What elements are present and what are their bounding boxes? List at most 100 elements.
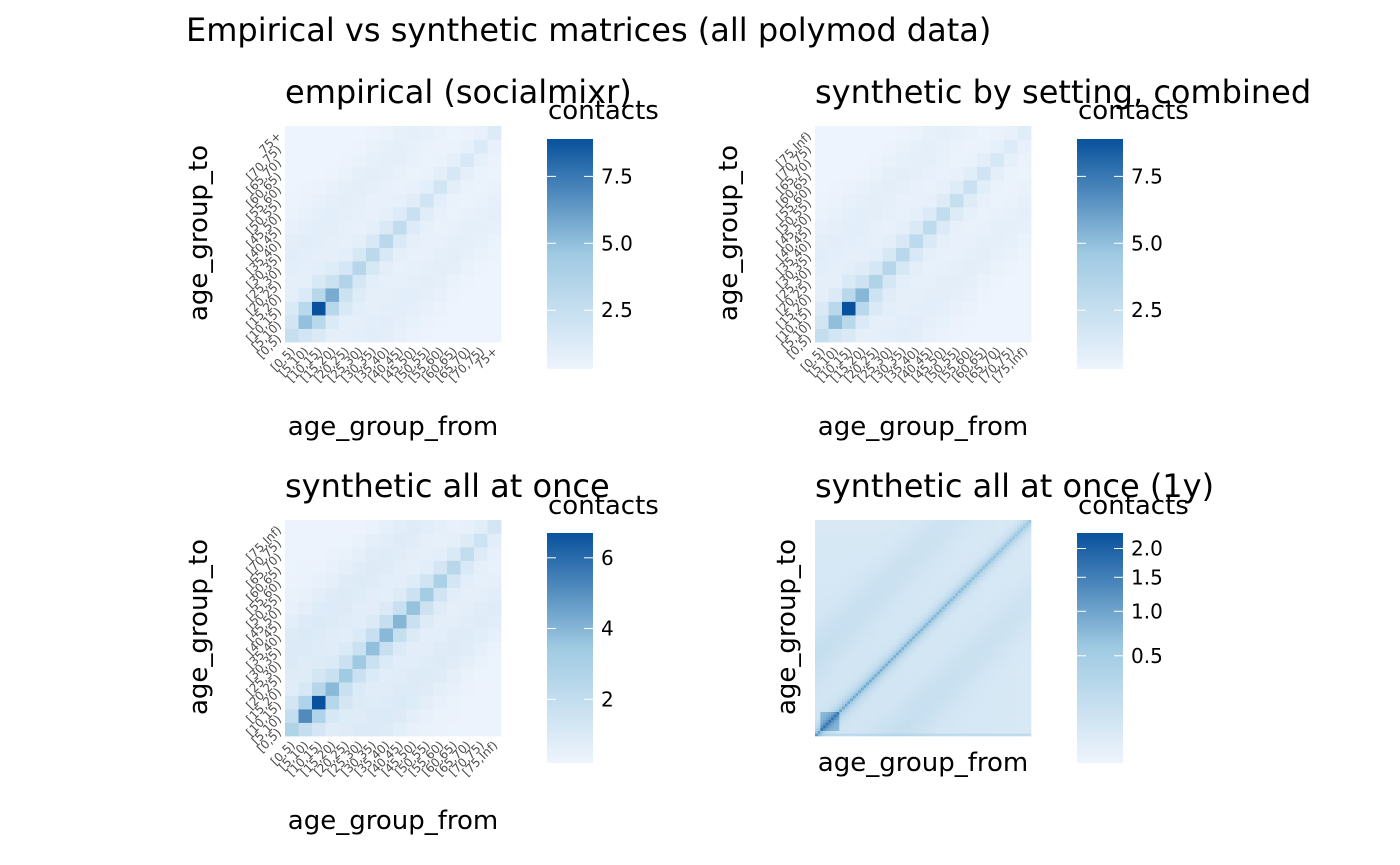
heatmap-cell <box>460 220 475 235</box>
heatmap-cell <box>825 657 829 661</box>
heatmap-cell <box>815 671 818 675</box>
heatmap-cell <box>877 719 881 723</box>
heatmap-cell <box>863 722 867 726</box>
heatmap-cell <box>866 549 870 553</box>
heatmap-cell <box>939 719 943 723</box>
heatmap-cell <box>842 563 845 567</box>
heatmap-cell <box>847 625 851 629</box>
heatmap-cell <box>890 655 894 658</box>
heatmap-cell <box>820 727 824 731</box>
heatmap-cell <box>860 687 864 691</box>
heatmap-cell <box>433 533 448 548</box>
heatmap-cell <box>904 684 908 688</box>
heatmap-cell <box>933 717 937 721</box>
heatmap-cell <box>882 126 897 140</box>
heatmap-cell <box>842 719 845 723</box>
heatmap-cell <box>925 603 929 607</box>
heatmap-cell <box>896 153 910 167</box>
heatmap-cell <box>863 676 867 680</box>
heatmap-cell <box>906 663 910 667</box>
heatmap-cell <box>847 552 851 556</box>
heatmap-cell <box>917 622 921 626</box>
heatmap-cell <box>923 714 926 718</box>
heatmap-cell <box>931 733 935 737</box>
heatmap-cell <box>933 641 937 645</box>
heatmap-cell <box>847 709 851 712</box>
heatmap-cell <box>339 614 353 629</box>
heatmap-cell <box>817 611 821 615</box>
heatmap-cell <box>1017 247 1032 262</box>
heatmap-cell <box>917 520 921 523</box>
heatmap-cell <box>298 166 313 181</box>
heatmap-cell <box>815 679 818 683</box>
heatmap-cell <box>882 538 886 542</box>
heatmap-cell <box>931 555 935 559</box>
heatmap-cell <box>882 636 886 640</box>
heatmap-cell <box>904 692 908 696</box>
heatmap-cell <box>920 706 924 710</box>
heatmap-cell <box>487 207 502 221</box>
heatmap-cell <box>879 603 883 607</box>
heatmap-cell <box>882 695 886 699</box>
heatmap-cell <box>850 714 854 718</box>
heatmap-cell <box>869 522 872 526</box>
heatmap-cell <box>901 709 905 712</box>
heatmap-cell <box>847 727 851 731</box>
heatmap-cell <box>920 717 924 721</box>
heatmap-cell <box>890 619 894 623</box>
heatmap-cell <box>917 565 921 569</box>
heatmap-cell <box>877 544 881 548</box>
heatmap-cell <box>931 690 935 694</box>
heatmap-cell <box>836 644 840 648</box>
heatmap-cell <box>863 625 867 629</box>
heatmap-cell <box>850 709 854 712</box>
heatmap-cell <box>858 541 862 545</box>
heatmap-cell <box>917 614 921 618</box>
heatmap-cell <box>941 684 945 688</box>
heatmap-cell <box>820 719 824 723</box>
heatmap-cell <box>858 601 862 604</box>
heatmap-cell <box>917 698 921 702</box>
heatmap-cell <box>898 590 902 594</box>
heatmap-cell <box>931 549 935 553</box>
heatmap-cell <box>879 584 883 588</box>
heatmap-cell <box>833 628 837 631</box>
legend-colorbar <box>547 139 593 369</box>
heatmap-cell <box>833 733 837 737</box>
heatmap-cell <box>877 584 881 588</box>
heatmap-cell <box>474 153 488 167</box>
heatmap-cell <box>842 601 845 604</box>
heatmap-cell <box>906 533 910 537</box>
heatmap-cell <box>906 584 910 588</box>
heatmap-cell <box>890 579 894 583</box>
heatmap-cell <box>906 617 910 621</box>
heatmap-cell <box>936 568 940 572</box>
heatmap-cell <box>931 557 935 561</box>
heatmap-cell <box>839 703 843 707</box>
heatmap-cell <box>366 668 380 683</box>
heatmap-cell <box>869 544 872 548</box>
heatmap-cell <box>831 590 835 594</box>
heatmap-cell <box>901 660 905 664</box>
heatmap-cell <box>325 166 340 181</box>
heatmap-cell <box>877 538 881 542</box>
heatmap-cell <box>831 628 835 631</box>
heatmap-cell <box>928 633 932 637</box>
heatmap-cell <box>825 606 829 610</box>
heatmap-cell <box>963 153 978 167</box>
heatmap-cell <box>901 590 905 594</box>
heatmap-cell <box>447 328 461 343</box>
heatmap-cell <box>820 536 824 540</box>
heatmap-cell <box>890 725 894 729</box>
heatmap-cell <box>406 139 421 154</box>
heatmap-cell <box>931 601 935 604</box>
heatmap-cell <box>869 568 872 572</box>
heatmap-cell <box>944 619 948 623</box>
heatmap-cell <box>950 582 953 586</box>
heatmap-cell <box>923 595 926 599</box>
heatmap-cell <box>379 533 394 548</box>
heatmap-cell <box>882 673 886 677</box>
heatmap-cell <box>836 641 840 645</box>
heatmap-cell <box>869 682 872 685</box>
heatmap-cell <box>936 709 940 712</box>
